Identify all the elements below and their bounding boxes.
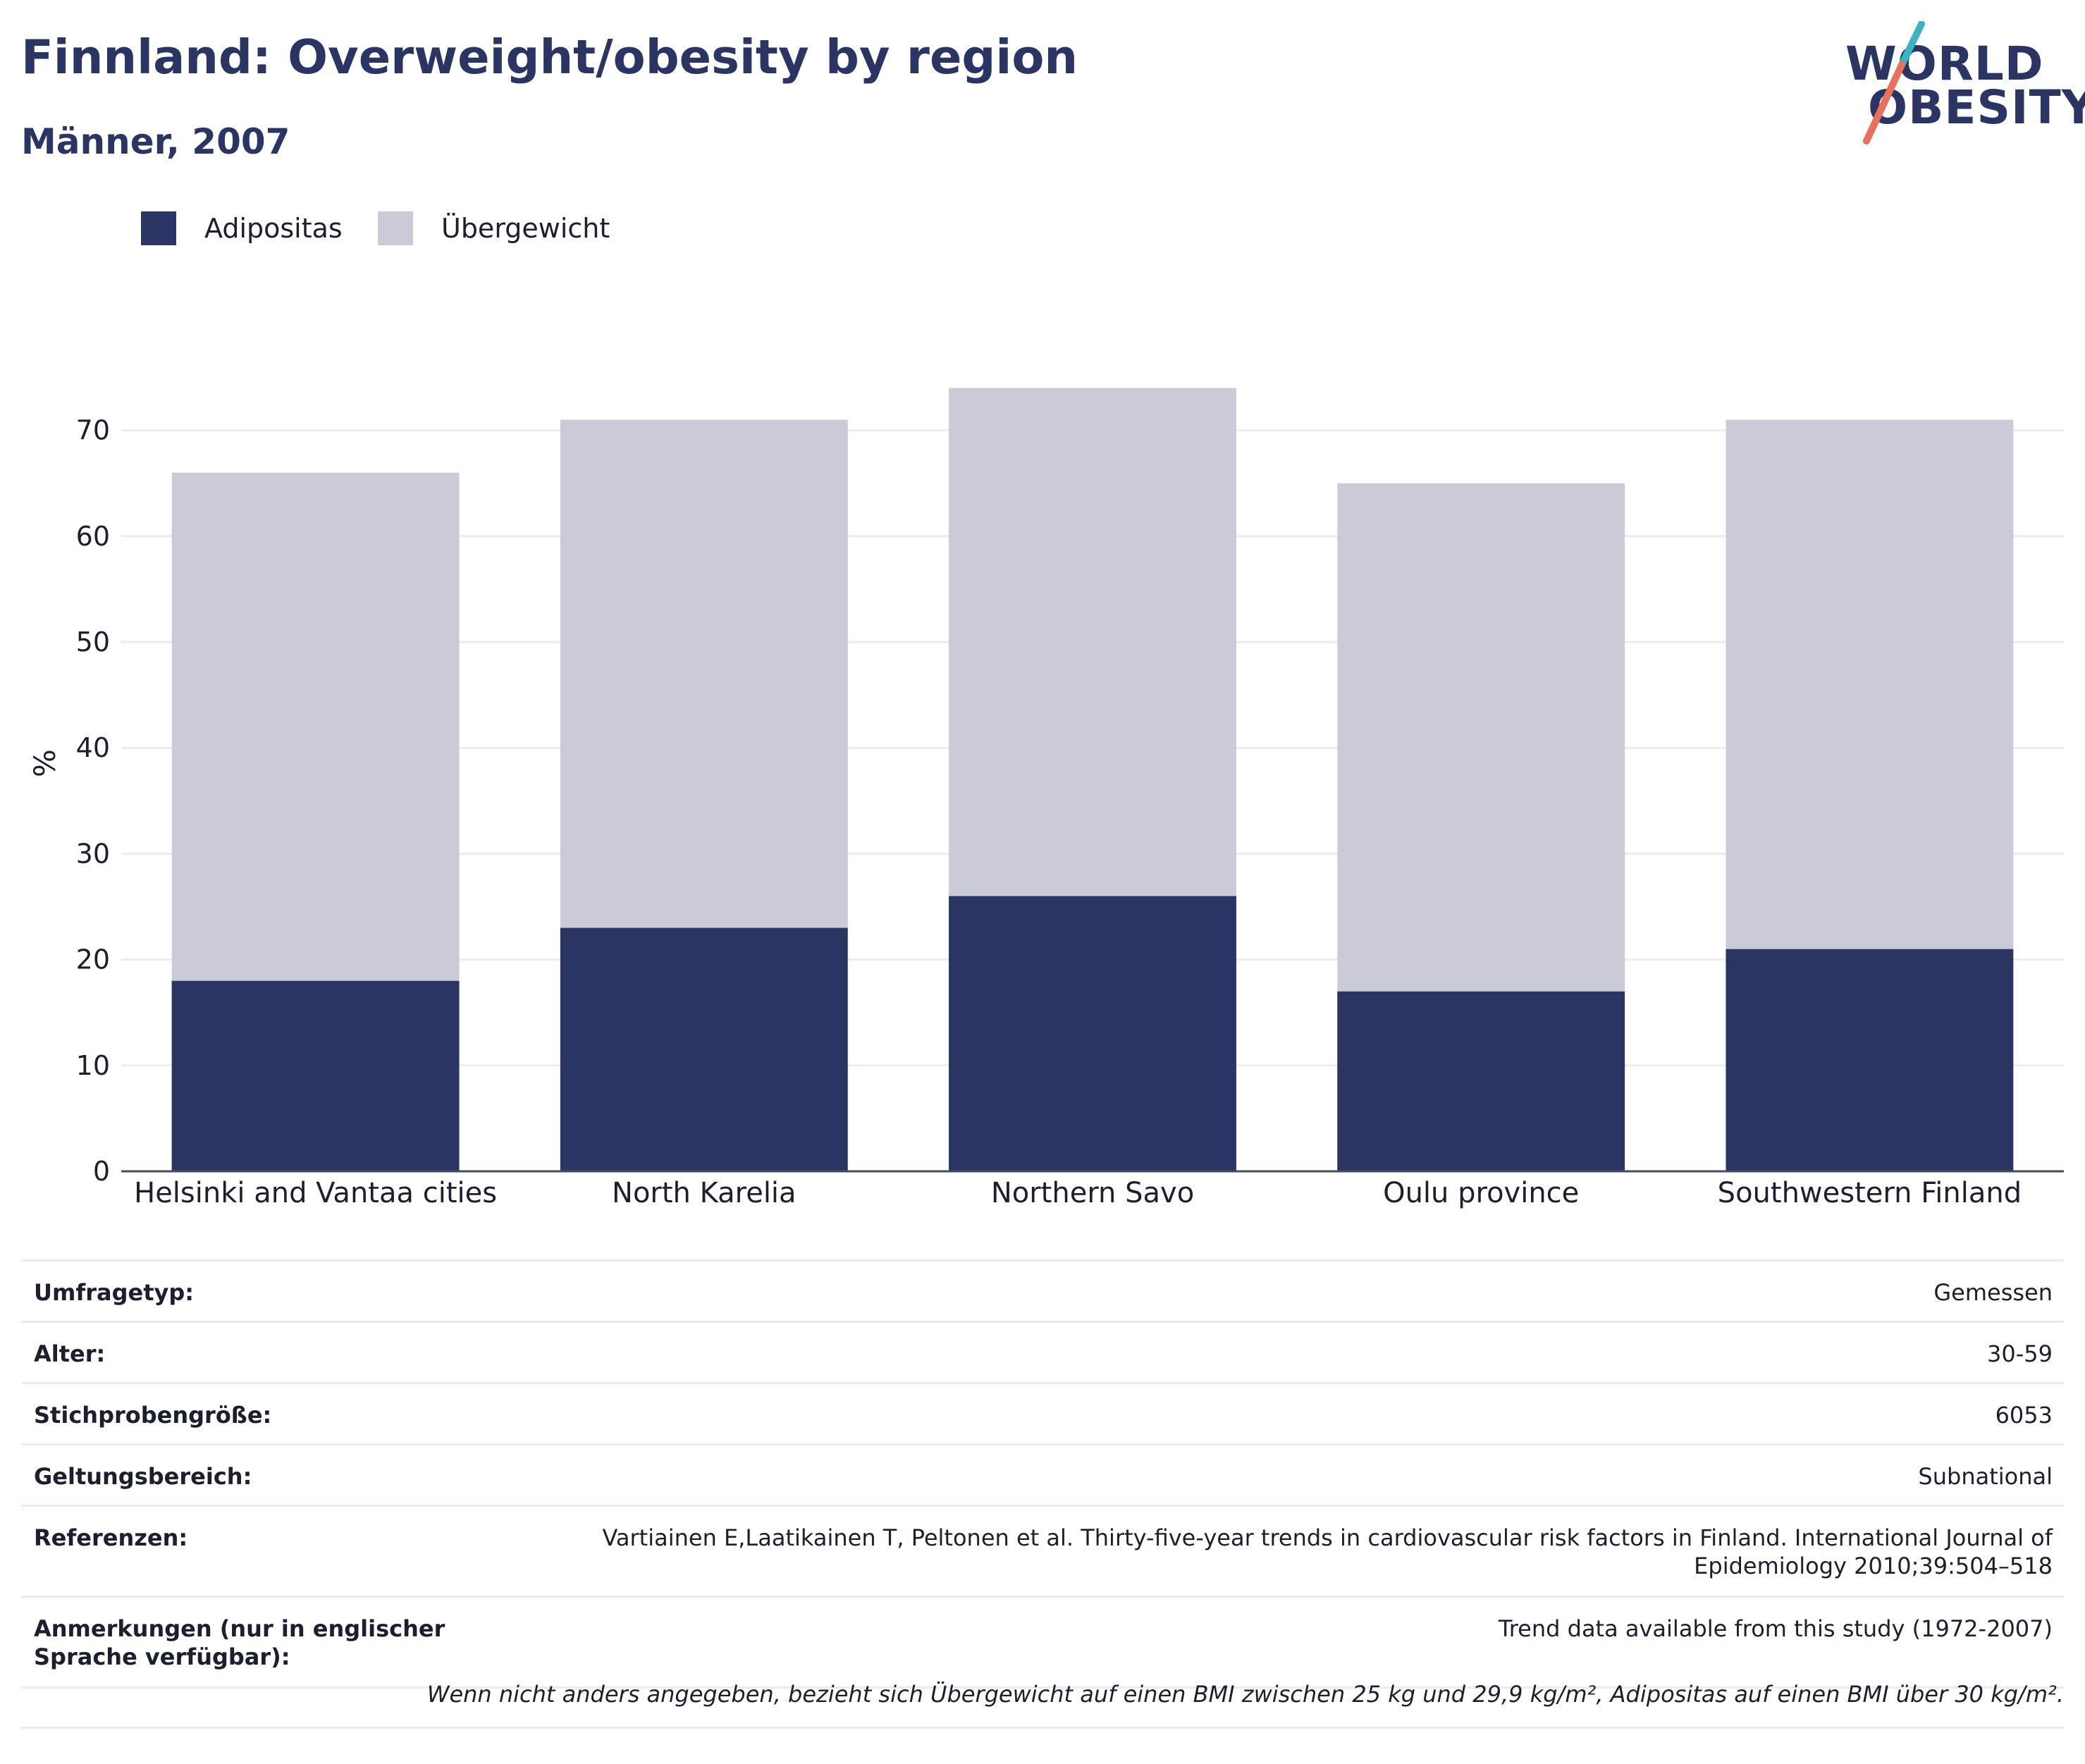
info-value-coverage: Subnational: [1918, 1463, 2053, 1490]
x-tick-label-3: Oulu province: [1383, 1177, 1579, 1209]
info-key-survey-type: Umfragetyp:: [34, 1279, 195, 1306]
logo-line-1: WORLD: [1845, 37, 2044, 91]
bar-uebergewicht-1: [560, 419, 848, 928]
chart-subtitle: Männer, 2007: [21, 121, 290, 162]
x-tick-label-1: North Karelia: [612, 1177, 797, 1209]
x-tick-label-0: Helsinki and Vantaa cities: [134, 1177, 497, 1209]
legend-swatch-uebergewicht: [378, 211, 413, 245]
definition-footnote: Wenn nicht anders angegeben, bezieht sic…: [426, 1681, 2064, 1708]
bar-uebergewicht-4: [1726, 419, 2014, 949]
info-row-divider: [21, 1686, 2064, 1689]
x-tick-label-2: Northern Savo: [991, 1177, 1194, 1209]
bar-adipositas-1: [560, 927, 848, 1171]
bar-adipositas-0: [171, 980, 460, 1171]
info-key-sample-size: Stichprobengröße:: [34, 1402, 272, 1429]
bar-adipositas-4: [1726, 949, 2014, 1171]
world-obesity-logo: WORLD OBESITY: [1845, 21, 2085, 148]
logo-slash-top: [1898, 21, 1925, 68]
info-value-age: 30-59: [1987, 1340, 2053, 1367]
info-value-notes: Trend data available from this study (19…: [1498, 1615, 2053, 1642]
legend-swatch-adipositas: [141, 211, 176, 245]
stacked-bar-chart: 0 10 20 30 40 50 60 70% Helsinki and Vantaa citi…: [27, 388, 2064, 1209]
logo-line-2: OBESITY: [1868, 80, 2085, 135]
chart-title: Finnland: Overweight/obesity by region: [21, 30, 1078, 85]
y-tick-label-0: 0: [93, 1156, 110, 1187]
y-tick-label-60: 60: [76, 521, 110, 552]
info-row-sample-size: Stichprobengröße: 6053: [21, 1382, 2064, 1443]
y-tick-label-70: 70: [76, 415, 110, 446]
info-key-notes: Anmerkungen (nur in englischer Sprache v…: [34, 1615, 445, 1670]
y-tick-label-20: 20: [76, 944, 110, 975]
info-row-references: Referenzen: Vartiainen E,Laatikainen T, P…: [21, 1505, 2064, 1596]
y-tick-label-10: 10: [76, 1050, 110, 1081]
legend-label-uebergewicht: Übergewicht: [441, 213, 610, 244]
legend-label-adipositas: Adipositas: [204, 213, 343, 244]
bar-uebergewicht-0: [171, 472, 460, 981]
info-key-age: Alter:: [34, 1340, 106, 1367]
info-row-notes: Anmerkungen (nur in englischer Sprache v…: [21, 1596, 2064, 1686]
info-value-survey-type: Gemessen: [1933, 1279, 2053, 1306]
info-key-references: Referenzen:: [34, 1524, 188, 1551]
bar-adipositas-2: [949, 896, 1236, 1171]
y-axis-title: %: [27, 749, 62, 777]
y-tick-label-50: 50: [76, 627, 110, 658]
bar-uebergewicht-3: [1337, 483, 1625, 992]
logo-slash-icon: [1863, 21, 1925, 144]
bar-adipositas-3: [1337, 991, 1625, 1171]
y-tick-label-30: 30: [76, 838, 110, 869]
footer-divider: [21, 1727, 2064, 1729]
info-key-coverage: Geltungsbereich:: [34, 1463, 252, 1490]
x-tick-label-4: Southwestern Finland: [1718, 1177, 2022, 1209]
logo-slash-bottom: [1863, 61, 1905, 144]
bar-uebergewicht-2: [949, 388, 1236, 896]
info-row-age: Alter: 30-59: [21, 1321, 2064, 1382]
y-tick-label-40: 40: [76, 732, 110, 763]
info-value-sample-size: 6053: [1995, 1402, 2053, 1429]
info-row-coverage: Geltungsbereich: Subnational: [21, 1443, 2064, 1505]
info-value-references: Vartiainen E,Laatikainen T, Peltonen et …: [602, 1524, 2053, 1579]
info-row-survey-type: Umfragetyp: Gemessen: [21, 1259, 2064, 1321]
info-table: Umfragetyp: Gemessen Alter: 30-59 Stichprobe…: [21, 1259, 2064, 1689]
